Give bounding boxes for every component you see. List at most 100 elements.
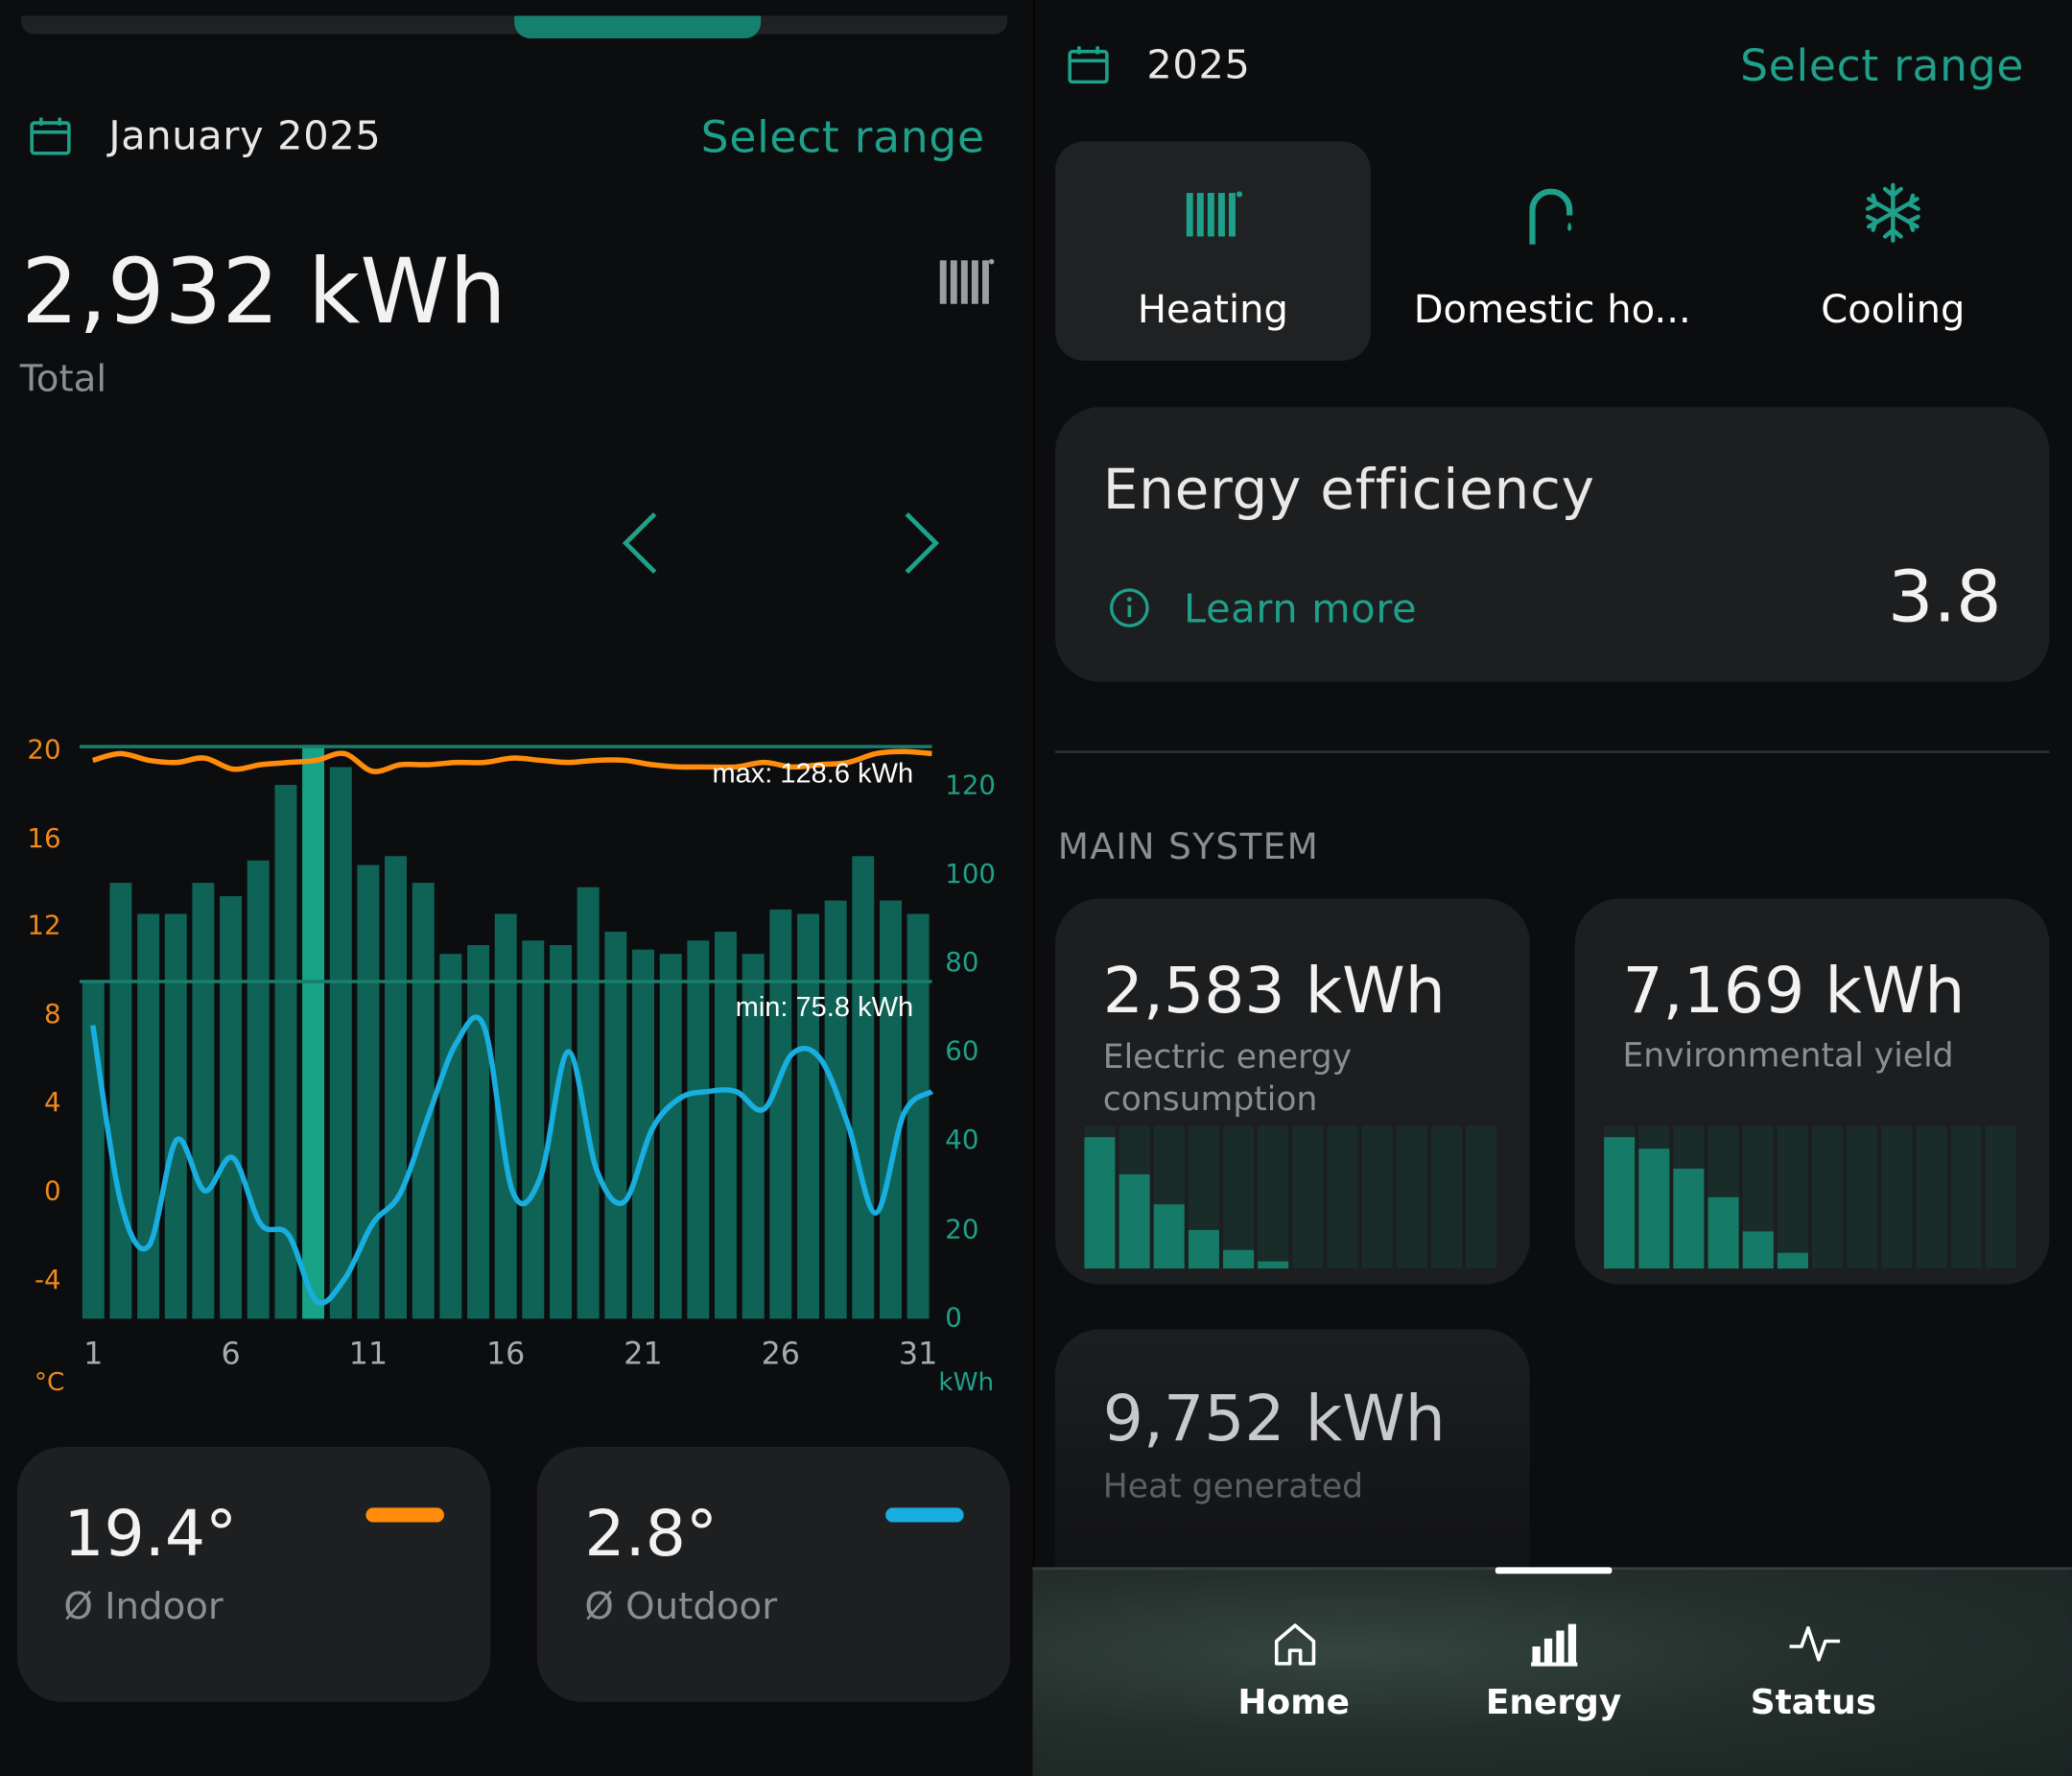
- right-panel: 2025 Select range Heating Domestic ho...…: [1032, 0, 2072, 1776]
- learn-more-link[interactable]: Learn more: [1184, 586, 1418, 633]
- energy-bar[interactable]: [247, 860, 270, 1319]
- next-month-button[interactable]: [902, 510, 941, 577]
- energy-bar[interactable]: [522, 940, 545, 1319]
- energy-bar[interactable]: [164, 913, 187, 1319]
- nav-home[interactable]: Home: [1214, 1618, 1374, 1750]
- energy-bar[interactable]: [274, 785, 297, 1319]
- x-tick: 16: [486, 1337, 525, 1371]
- energy-bar[interactable]: [329, 767, 352, 1319]
- left-panel: January 2025 Select range 2,932 kWh Tota…: [0, 0, 1033, 1776]
- energy-bar[interactable]: [880, 900, 902, 1319]
- mini-bar: [1777, 1252, 1808, 1269]
- y-left-tick: 4: [44, 1086, 61, 1118]
- mini-bar-track: [1985, 1125, 2016, 1269]
- y-left-tick: 8: [44, 998, 61, 1030]
- min-label: min: 75.8 kWh: [736, 992, 913, 1023]
- tab-cooling-label: Cooling: [1821, 286, 1966, 332]
- electric-label-line-2: consumption: [1102, 1079, 1318, 1119]
- mini-bar-track: [1292, 1125, 1324, 1269]
- tab-domestic-label: Domestic ho...: [1413, 286, 1691, 332]
- calendar-icon: [29, 116, 71, 155]
- energy-bar[interactable]: [220, 896, 243, 1319]
- indoor-card[interactable]: 19.4° Ø Indoor: [16, 1447, 491, 1702]
- energy-bar[interactable]: [137, 913, 160, 1319]
- info-icon[interactable]: [1108, 586, 1150, 628]
- energy-bar[interactable]: [302, 745, 325, 1319]
- temp-unit: °C: [35, 1368, 64, 1397]
- energy-bar[interactable]: [604, 932, 627, 1319]
- electric-label-line-1: Electric energy: [1102, 1037, 1353, 1077]
- mini-bar: [1673, 1168, 1705, 1269]
- energy-bar[interactable]: [797, 913, 820, 1319]
- x-tick: 6: [221, 1337, 240, 1371]
- mini-bar: [1153, 1204, 1185, 1269]
- energy-bar[interactable]: [632, 949, 654, 1319]
- indoor-label: Ø Indoor: [63, 1584, 224, 1628]
- section-divider: [1054, 750, 2050, 754]
- mini-bar-track: [1396, 1125, 1427, 1269]
- energy-temperature-chart[interactable]: max: 128.6 kWh min: 75.8 kWh 201612840-4…: [0, 714, 1033, 1428]
- electric-mini-chart: [1084, 1125, 1497, 1269]
- energy-bar[interactable]: [494, 913, 517, 1319]
- mini-bar-track: [1431, 1125, 1463, 1269]
- tab-heating[interactable]: Heating: [1054, 141, 1371, 361]
- energy-bar[interactable]: [769, 909, 792, 1319]
- nav-active-indicator: [1495, 1567, 1613, 1575]
- radiator-icon: [1185, 189, 1243, 239]
- indoor-legend-swatch: [365, 1507, 444, 1523]
- nav-status-label: Status: [1750, 1683, 1877, 1723]
- tab-cooling[interactable]: Cooling: [1734, 141, 2053, 361]
- x-tick: 21: [624, 1337, 662, 1371]
- energy-bar[interactable]: [385, 856, 407, 1319]
- x-tick: 31: [899, 1337, 937, 1371]
- energy-bar[interactable]: [852, 856, 875, 1319]
- energy-bar[interactable]: [412, 883, 435, 1319]
- energy-bar[interactable]: [659, 954, 682, 1319]
- energy-bar[interactable]: [109, 883, 132, 1319]
- energy-unit: kWh: [938, 1368, 994, 1397]
- energy-bar[interactable]: [824, 900, 847, 1319]
- energy-bar[interactable]: [439, 954, 462, 1319]
- mini-bar-track: [1916, 1125, 1947, 1269]
- mini-bar: [1742, 1231, 1774, 1269]
- previous-month-button[interactable]: [621, 510, 660, 577]
- mini-bar-track: [1327, 1125, 1358, 1269]
- select-range-link[interactable]: Select range: [700, 110, 985, 163]
- environmental-yield-card[interactable]: 7,169 kWh Environmental yield: [1574, 898, 2050, 1285]
- energy-bar[interactable]: [192, 883, 215, 1319]
- section-title: MAIN SYSTEM: [1057, 827, 1320, 868]
- environmental-yield-label: Environmental yield: [1622, 1035, 1954, 1075]
- select-range-link[interactable]: Select range: [1740, 39, 2025, 92]
- energy-bar[interactable]: [906, 913, 930, 1319]
- total-value: 2,932 kWh: [21, 240, 506, 345]
- calendar-icon: [1067, 45, 1109, 84]
- electric-energy-value: 2,583 kWh: [1102, 954, 1446, 1029]
- x-tick: 26: [762, 1337, 800, 1371]
- mini-bar-track: [1223, 1125, 1255, 1269]
- outdoor-card[interactable]: 2.8° Ø Outdoor: [536, 1447, 1011, 1702]
- electric-energy-label: Electric energy consumption: [1103, 1036, 1352, 1121]
- electric-energy-card[interactable]: 2,583 kWh Electric energy consumption: [1054, 898, 1530, 1285]
- year-label[interactable]: 2025: [1146, 42, 1251, 89]
- period-label[interactable]: January 2025: [108, 113, 382, 160]
- energy-bar[interactable]: [742, 954, 765, 1319]
- y-left-tick: 16: [27, 822, 60, 854]
- y-right-tick: 40: [945, 1124, 978, 1155]
- tab-domestic-hot-water[interactable]: Domestic ho...: [1393, 141, 1711, 361]
- energy-bar[interactable]: [357, 864, 380, 1319]
- energy-bar[interactable]: [467, 944, 490, 1319]
- x-tick: 11: [349, 1337, 388, 1371]
- mini-bar-track: [1812, 1125, 1844, 1269]
- energy-bar[interactable]: [577, 887, 600, 1319]
- energy-bar[interactable]: [714, 932, 737, 1319]
- x-tick: 1: [83, 1337, 103, 1371]
- energy-bar[interactable]: [687, 940, 710, 1319]
- energy-bar[interactable]: [550, 944, 573, 1319]
- faucet-icon: [1526, 183, 1582, 247]
- mini-bar: [1118, 1173, 1150, 1269]
- mini-bar: [1258, 1261, 1289, 1269]
- nav-energy[interactable]: Energy: [1474, 1618, 1634, 1750]
- nav-energy-label: Energy: [1485, 1683, 1622, 1723]
- nav-status[interactable]: Status: [1734, 1618, 1894, 1750]
